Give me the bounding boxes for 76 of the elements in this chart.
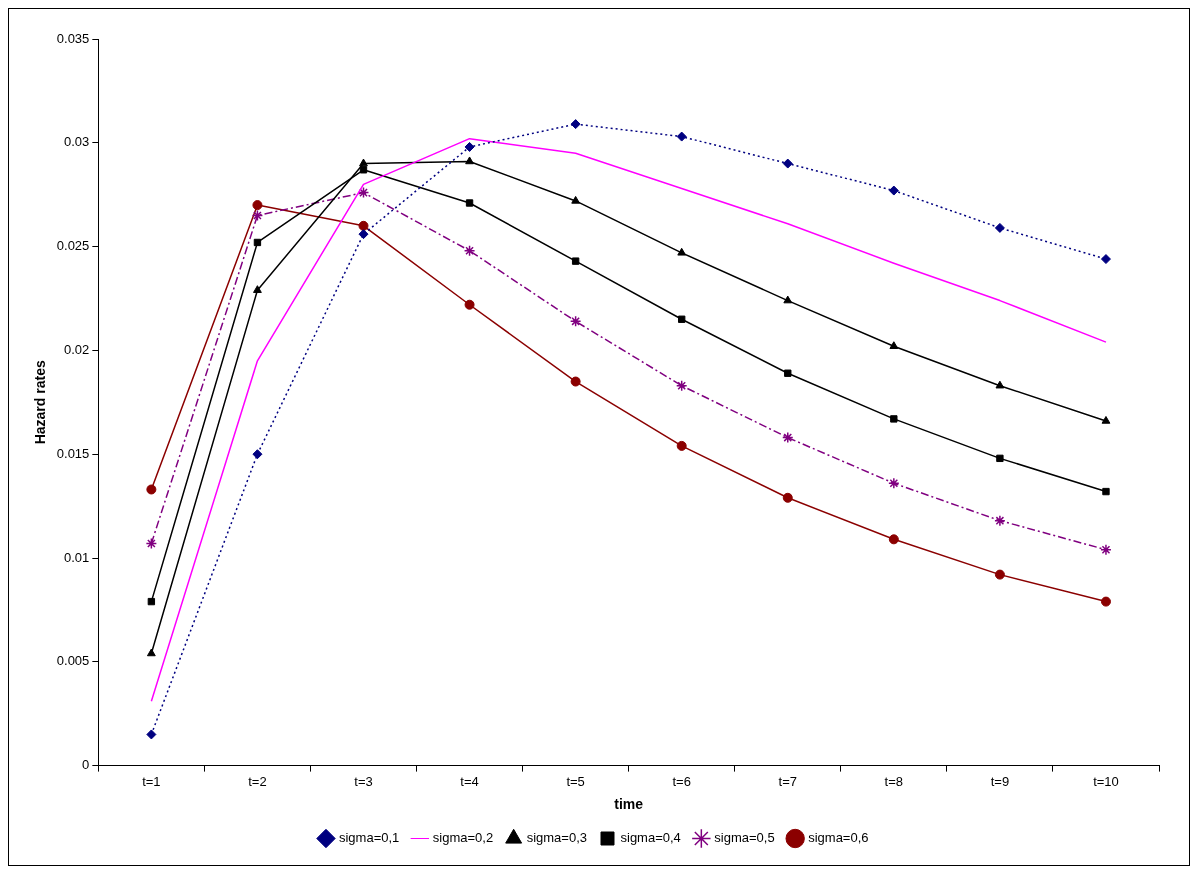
point bbox=[676, 440, 687, 451]
point bbox=[1102, 487, 1110, 496]
point bbox=[888, 534, 899, 545]
point bbox=[570, 119, 581, 130]
point bbox=[253, 285, 262, 293]
point bbox=[994, 514, 1006, 527]
x-tick-label: t=2 bbox=[248, 773, 267, 789]
point bbox=[889, 341, 899, 349]
point bbox=[358, 229, 369, 240]
point bbox=[359, 166, 368, 174]
point bbox=[571, 195, 581, 204]
y-tick-label: 0.035 bbox=[56, 30, 90, 46]
point bbox=[463, 245, 476, 257]
point bbox=[1100, 543, 1112, 556]
y-axis-title: Hazard rates bbox=[32, 360, 49, 445]
point bbox=[784, 369, 792, 377]
point bbox=[678, 315, 686, 323]
point bbox=[570, 376, 581, 387]
point bbox=[146, 484, 157, 495]
point bbox=[782, 158, 793, 169]
point bbox=[146, 729, 157, 740]
point bbox=[994, 569, 1005, 580]
x-tick-label: t=7 bbox=[778, 773, 797, 789]
legend-label: sigma=0,1 bbox=[338, 830, 400, 846]
point bbox=[464, 299, 475, 310]
y-tick-label: 0.015 bbox=[56, 445, 90, 461]
x-tick-label: t=3 bbox=[354, 773, 373, 789]
point bbox=[146, 648, 156, 657]
point bbox=[1101, 415, 1111, 424]
point bbox=[677, 247, 687, 256]
point bbox=[569, 315, 582, 328]
x-tick-label: t=9 bbox=[990, 773, 1010, 789]
point bbox=[888, 185, 899, 196]
point bbox=[359, 158, 368, 167]
legend-label: sigma=0,2 bbox=[432, 830, 494, 846]
point bbox=[676, 131, 687, 142]
legend-label: sigma=0,4 bbox=[620, 830, 681, 846]
y-tick-label: 0.025 bbox=[56, 238, 90, 254]
point bbox=[675, 379, 688, 392]
x-tick-label: t=10 bbox=[1093, 773, 1119, 789]
legend-label: sigma=0,5 bbox=[714, 830, 775, 846]
x-tick-label: t=8 bbox=[884, 773, 904, 789]
point bbox=[465, 199, 474, 207]
point bbox=[995, 380, 1005, 389]
point bbox=[888, 477, 900, 490]
point bbox=[357, 186, 370, 199]
point bbox=[571, 257, 580, 265]
point bbox=[253, 238, 262, 247]
point bbox=[147, 597, 156, 606]
x-tick-label: t=4 bbox=[460, 773, 479, 789]
point bbox=[996, 454, 1004, 463]
point bbox=[1100, 254, 1111, 265]
point bbox=[464, 141, 475, 152]
legend-label: sigma=0,6 bbox=[808, 830, 869, 846]
point bbox=[890, 415, 898, 423]
y-tick-label: 0.03 bbox=[64, 134, 90, 150]
x-tick-label: t=5 bbox=[566, 773, 585, 789]
point bbox=[145, 537, 158, 550]
y-tick-label: 0.02 bbox=[64, 341, 90, 357]
point bbox=[465, 156, 474, 165]
point bbox=[251, 209, 264, 222]
point bbox=[783, 295, 793, 304]
point bbox=[782, 431, 794, 444]
point bbox=[358, 220, 369, 231]
point bbox=[782, 492, 793, 503]
point bbox=[252, 449, 263, 460]
point bbox=[994, 222, 1005, 233]
x-tick-label: t=6 bbox=[672, 773, 691, 789]
y-tick-label: 0 bbox=[82, 757, 90, 773]
x-axis-title: time bbox=[614, 796, 644, 813]
point bbox=[1100, 596, 1111, 607]
y-tick-label: 0.01 bbox=[64, 549, 90, 565]
x-tick-label: t=1 bbox=[142, 773, 161, 789]
point bbox=[252, 200, 263, 211]
y-tick-label: 0.005 bbox=[56, 653, 90, 669]
legend-label: sigma=0,3 bbox=[526, 830, 587, 846]
